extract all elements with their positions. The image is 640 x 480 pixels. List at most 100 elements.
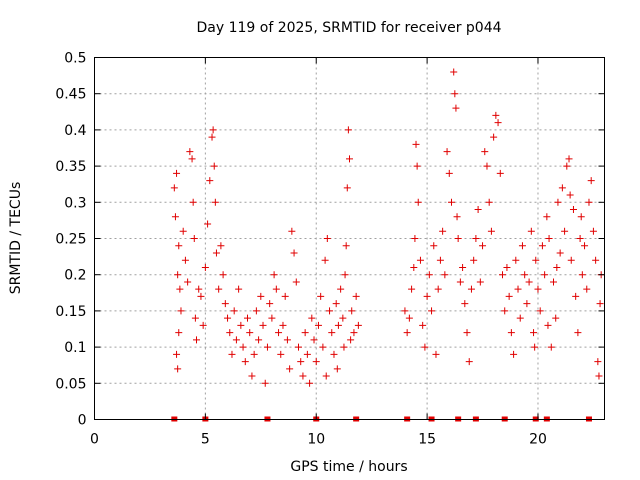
data-point [175,329,183,337]
data-point [494,119,502,127]
data-point [204,220,212,228]
data-point [175,242,183,250]
y-tick-label: 0 [78,413,87,429]
data-point [581,242,589,250]
data-point [527,227,535,235]
data-point [319,343,327,351]
data-point [572,292,580,300]
data-point [578,271,586,279]
data-point [297,358,305,366]
data-point [521,271,529,279]
data-point [252,307,260,315]
data-point [432,350,440,358]
data-point [277,350,285,358]
data-point [303,350,311,358]
data-point [326,307,334,315]
data-point [550,278,557,286]
data-point [518,242,526,250]
y-tick-label: 0.2 [64,268,86,284]
data-point [306,379,314,387]
data-point [461,300,469,308]
data-point [235,285,243,293]
data-point [405,314,413,322]
data-point [514,285,522,293]
data-point [485,198,493,206]
data-point [193,336,200,344]
data-point [592,256,600,264]
data-point [337,285,345,293]
data-point [554,198,562,206]
data-point [556,249,564,257]
data-point [574,329,582,337]
data-point [176,285,184,293]
data-point [342,242,350,250]
data-point [577,213,585,221]
data-point [428,307,436,315]
data-point [576,235,584,242]
data-point [534,285,542,293]
data-point [288,227,296,235]
data-point [531,343,539,351]
data-point [197,292,205,300]
data-point [268,314,276,322]
data-point [587,177,595,185]
data-point [583,285,591,293]
data-point [589,227,597,235]
data-point [545,235,553,242]
data-point [416,256,424,264]
data-point [465,358,473,366]
data-point [299,372,307,380]
data-point [344,126,352,134]
data-point [481,148,489,156]
data-point [403,329,411,337]
data-point [170,184,178,192]
data-point [221,300,229,308]
x-tick-label: 15 [418,432,436,448]
data-point [530,329,538,337]
data-point [408,285,416,293]
y-tick-label: 0.4 [64,123,86,139]
data-point [341,271,349,279]
x-tick-label: 5 [201,432,210,448]
data-point [450,68,458,76]
data-point [425,271,433,279]
grid-lines [94,57,605,420]
data-point [411,235,419,242]
data-point [472,235,480,242]
data-point [281,292,289,300]
y-tick-label: 0.35 [55,159,86,175]
data-point [201,263,209,271]
data-point [505,292,513,300]
data-point [348,307,356,315]
data-point [463,329,471,337]
data-point [445,169,453,177]
y-axis-label: SRMTID / TECUs [8,182,24,295]
data-point [250,350,258,358]
data-point [538,242,546,250]
data-point [308,314,316,322]
data-point [503,263,511,271]
data-point [547,343,555,351]
data-point [237,321,245,329]
data-point [413,162,421,170]
y-axis-ticks: 0 0.05 0.1 0.15 0.2 0.25 0.3 0.35 0.4 0.45 0.5 [55,51,605,429]
data-point [434,285,442,293]
data-point [317,292,325,300]
data-point [532,256,540,264]
data-point [346,155,353,163]
data-point [295,343,302,351]
data-point [191,314,199,322]
data-point [490,133,498,141]
data-point [184,278,192,286]
data-point [279,321,287,329]
y-tick-label: 0.15 [55,304,86,320]
data-point [181,256,189,264]
data-point [566,191,574,199]
data-point [595,372,603,380]
data-point [496,169,504,177]
data-point [543,213,551,221]
chart-title: Day 119 of 2025, SRMTID for receiver p04… [196,20,501,36]
data-point [501,307,509,315]
data-point [439,227,447,235]
data-point [459,263,467,271]
